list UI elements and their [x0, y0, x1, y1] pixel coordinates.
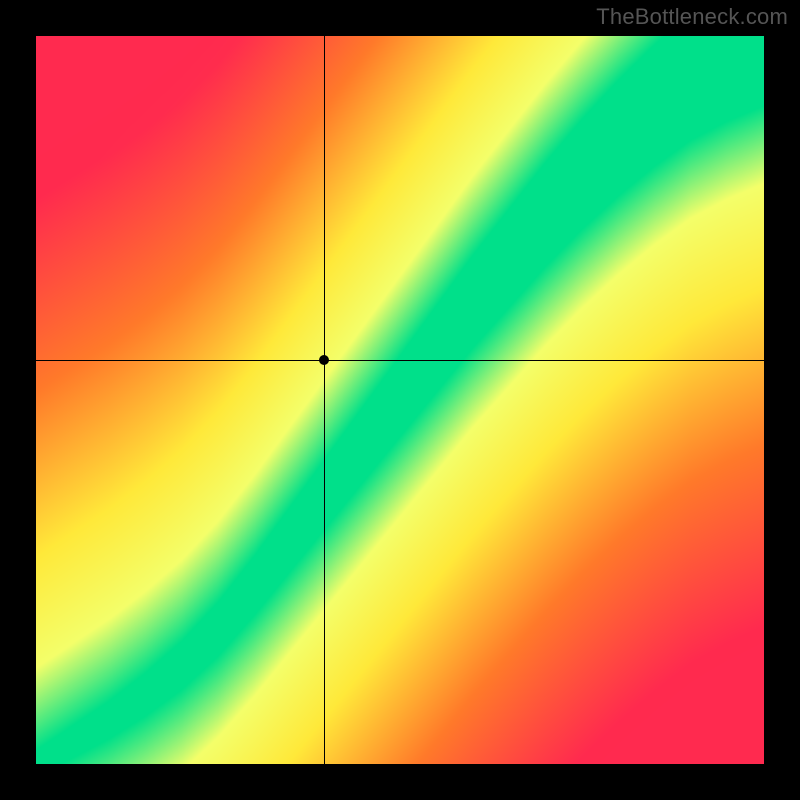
crosshair-vertical — [324, 36, 325, 764]
crosshair-horizontal — [36, 360, 764, 361]
selection-marker — [319, 355, 329, 365]
bottleneck-heatmap — [36, 36, 764, 764]
heatmap-canvas — [36, 36, 764, 764]
watermark-text: TheBottleneck.com — [596, 4, 788, 30]
